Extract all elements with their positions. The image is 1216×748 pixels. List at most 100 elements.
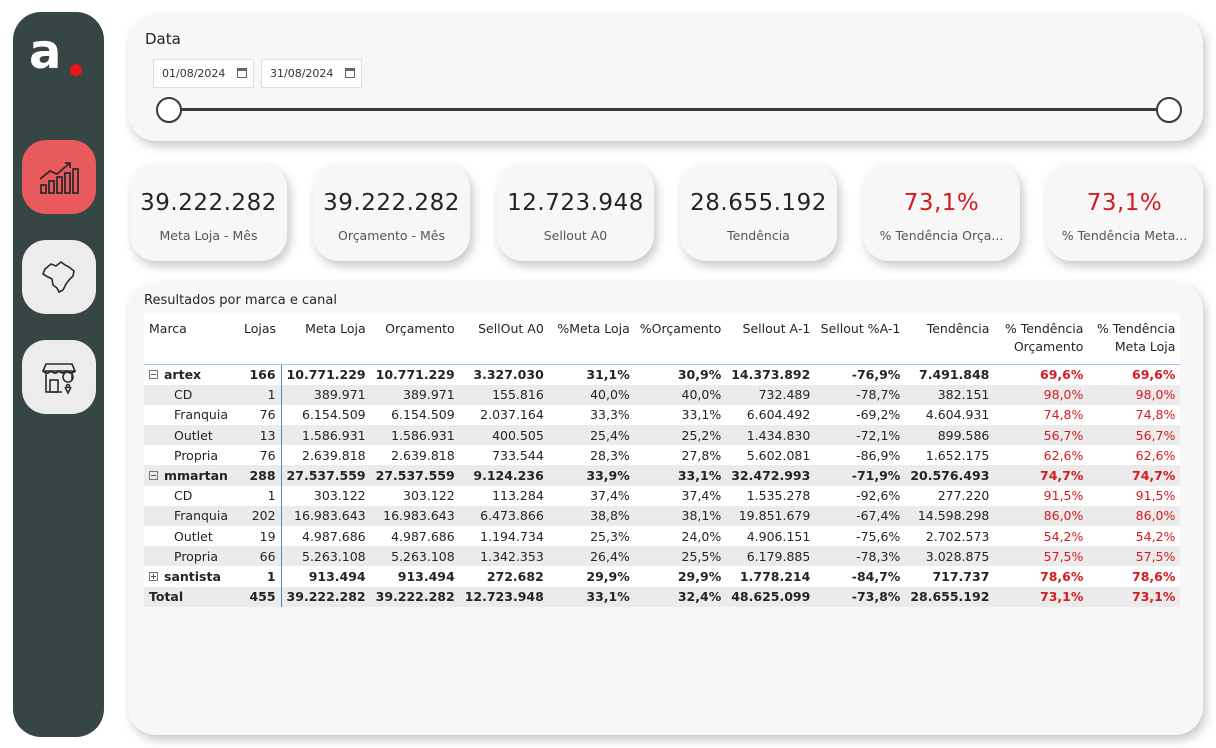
column-header-tendencia[interactable]: Tendência — [905, 314, 995, 365]
cell-meta-loja: 39.222.282 — [281, 586, 371, 607]
cell-meta-loja: 2.639.818 — [281, 445, 371, 466]
cell-pct-orcamento: 24,0% — [634, 526, 727, 547]
cell-sellout-a1: 32.472.993 — [726, 465, 816, 486]
row-label-cell: artex — [144, 364, 239, 385]
column-header-sellout-pct-a1[interactable]: Sellout %A-1 — [815, 314, 906, 365]
cell-pct-orcamento: 33,1% — [634, 404, 727, 426]
cell-sellout-pct-a1: -76,9% — [815, 364, 906, 385]
column-header-lojas[interactable]: Lojas — [239, 314, 282, 365]
column-header-orcamento[interactable]: Orçamento — [370, 314, 460, 365]
cell-lojas: 76 — [239, 445, 282, 466]
kpi-label: % Tendência Orça... — [879, 228, 1004, 243]
end-date-input[interactable]: 31/08/2024 — [261, 59, 362, 88]
kpi-value: 28.655.192 — [690, 190, 827, 216]
cell-tendencia: 20.576.493 — [905, 465, 995, 486]
cell-pct-tendencia-meta-loja: 91,5% — [1088, 485, 1181, 506]
cell-pct-tendencia-meta-loja: 73,1% — [1088, 586, 1181, 607]
cell-pct-orcamento: 32,4% — [634, 586, 727, 607]
cell-orcamento: 16.983.643 — [370, 505, 460, 526]
cell-pct-tendencia-meta-loja: 62,6% — [1088, 445, 1181, 466]
cell-meta-loja: 5.263.108 — [281, 546, 371, 567]
start-date-input[interactable]: 01/08/2024 — [153, 59, 254, 88]
cell-sellout-a1: 19.851.679 — [726, 505, 816, 526]
cell-sellout-a1: 6.604.492 — [726, 404, 816, 426]
cell-pct-tendencia-orcamento: 86,0% — [994, 505, 1089, 526]
cell-sellout-a0: 12.723.948 — [459, 586, 549, 607]
cell-pct-tendencia-meta-loja: 78,6% — [1088, 566, 1181, 587]
table-row[interactable]: CD 1 389.971 389.971 155.816 40,0% 40,0% 732.48… — [144, 384, 1181, 405]
cell-sellout-a0: 6.473.866 — [459, 505, 549, 526]
column-header-meta-loja[interactable]: Meta Loja — [281, 314, 371, 365]
slider-start-handle[interactable] — [156, 97, 182, 123]
expand-icon[interactable] — [149, 571, 158, 581]
cell-pct-tendencia-meta-loja: 86,0% — [1088, 505, 1181, 526]
column-header-marca[interactable]: Marca — [144, 314, 239, 365]
cell-lojas: 13 — [239, 425, 282, 446]
cell-sellout-a0: 1.194.734 — [459, 526, 549, 547]
table-row[interactable]: Total 455 39.222.282 39.222.282 12.723.948 33… — [144, 586, 1181, 607]
column-header-pct-meta-loja[interactable]: %Meta Loja — [548, 314, 635, 365]
cell-pct-meta-loja: 33,1% — [548, 586, 635, 607]
table-row[interactable]: Propria 76 2.639.818 2.639.818 733.544 28,3% 2… — [144, 445, 1181, 466]
kpi-card-tendencia: 28.655.192 Tendência — [680, 163, 837, 261]
cell-sellout-a0: 113.284 — [459, 485, 549, 506]
cell-pct-orcamento: 27,8% — [634, 445, 727, 466]
cell-sellout-a0: 733.544 — [459, 445, 549, 466]
growth-chart-icon — [39, 162, 79, 194]
kpi-value: 73,1% — [903, 190, 980, 216]
table-row[interactable]: Outlet 13 1.586.931 1.586.931 400.505 25,4% 25… — [144, 425, 1181, 446]
cell-meta-loja: 16.983.643 — [281, 505, 371, 526]
row-label: CD — [174, 387, 193, 403]
kpi-label: % Tendência Meta... — [1061, 228, 1188, 243]
logo-dot — [70, 64, 82, 76]
cell-pct-orcamento: 29,9% — [634, 566, 727, 587]
table-row[interactable]: mmartan 288 27.537.559 27.537.559 9.124.236 3… — [144, 465, 1181, 486]
table-row[interactable]: Franquia 76 6.154.509 6.154.509 2.037.164 33,… — [144, 404, 1181, 426]
table-row[interactable]: Franquia 202 16.983.643 16.983.643 6.473.866… — [144, 505, 1181, 526]
table-row[interactable]: Outlet 19 4.987.686 4.987.686 1.194.734 25,3%… — [144, 526, 1181, 547]
kpi-label: Orçamento - Mês — [337, 228, 446, 243]
cell-sellout-a1: 1.535.278 — [726, 485, 816, 506]
slider-end-handle[interactable] — [1156, 97, 1182, 123]
cell-orcamento: 10.771.229 — [370, 364, 460, 385]
brazil-map-icon — [42, 260, 75, 294]
nav-sales-dashboard-button[interactable] — [22, 140, 96, 214]
cell-lojas: 455 — [239, 586, 282, 607]
column-header-pct-tendencia-orcamento[interactable]: % Tendência Orçamento — [994, 314, 1089, 365]
table-row[interactable]: artex 166 10.771.229 10.771.229 3.327.030 31,… — [144, 364, 1181, 385]
end-date-value: 31/08/2024 — [270, 67, 334, 80]
cell-lojas: 66 — [239, 546, 282, 567]
column-header-sellout-a0[interactable]: SellOut A0 — [459, 314, 549, 365]
cell-sellout-pct-a1: -71,9% — [815, 465, 906, 486]
column-header-sellout-a1[interactable]: Sellout A-1 — [726, 314, 816, 365]
cell-pct-orcamento: 25,5% — [634, 546, 727, 567]
cell-pct-orcamento: 40,0% — [634, 384, 727, 405]
row-label: Total — [149, 589, 184, 605]
nav-stores-button[interactable] — [22, 340, 96, 414]
column-header-pct-tendencia-meta-loja[interactable]: % Tendência Meta Loja — [1088, 314, 1181, 365]
cell-orcamento: 389.971 — [370, 384, 460, 405]
collapse-icon[interactable] — [149, 471, 158, 481]
cell-pct-orcamento: 37,4% — [634, 485, 727, 506]
cell-meta-loja: 6.154.509 — [281, 404, 371, 426]
table-row[interactable]: Propria 66 5.263.108 5.263.108 1.342.353 26,4… — [144, 546, 1181, 567]
collapse-icon[interactable] — [149, 370, 158, 380]
cell-sellout-a1: 14.373.892 — [726, 364, 816, 385]
cell-sellout-a1: 4.906.151 — [726, 526, 816, 547]
cell-pct-orcamento: 38,1% — [634, 505, 727, 526]
nav-region-map-button[interactable] — [22, 240, 96, 314]
cell-lojas: 19 — [239, 526, 282, 547]
cell-sellout-a1: 5.602.081 — [726, 445, 816, 466]
cell-lojas: 1 — [239, 384, 282, 405]
table-row[interactable]: CD 1 303.122 303.122 113.284 37,4% 37,4% 1.535.… — [144, 485, 1181, 506]
start-date-value: 01/08/2024 — [162, 67, 226, 80]
date-range-slider-track[interactable] — [168, 108, 1170, 111]
row-label: Franquia — [174, 407, 228, 423]
column-header-pct-orcamento[interactable]: %Orçamento — [634, 314, 727, 365]
cell-sellout-pct-a1: -86,9% — [815, 445, 906, 466]
table-row[interactable]: santista 1 913.494 913.494 272.682 29,9% 29,9%… — [144, 566, 1181, 587]
cell-pct-tendencia-meta-loja: 74,8% — [1088, 404, 1181, 426]
row-label: Outlet — [174, 528, 213, 544]
cell-lojas: 76 — [239, 404, 282, 426]
row-label: Franquia — [174, 508, 228, 524]
